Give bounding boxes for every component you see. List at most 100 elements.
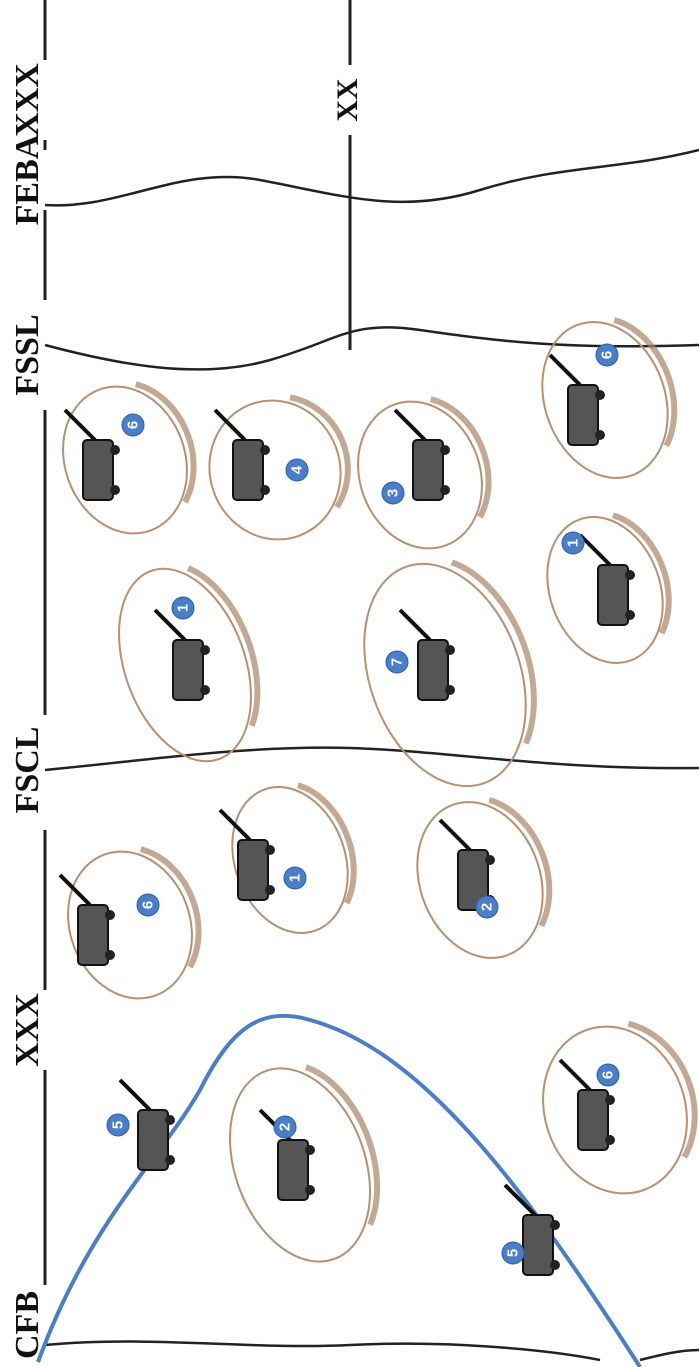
zone-shadow [297,782,357,905]
equipment-body [232,439,264,501]
equipment-body [172,639,204,701]
equipment-wheel [110,445,120,455]
equipment-body [577,1089,609,1151]
boundary-lines [43,0,352,1285]
badge-number: 6 [125,421,142,429]
engagement-zone [231,786,349,934]
zone-shadow [488,797,553,928]
equipment-barrel [63,408,97,442]
engagement-zone [62,385,188,535]
equipment-body [277,1139,309,1201]
number-badge [561,531,585,555]
equipment-barrel [548,353,582,387]
equipment-barrel [58,873,92,907]
equipment-barrel [218,808,252,842]
number-badge [381,481,405,505]
zone-shadow [134,381,197,504]
equipment-wheel [265,885,275,895]
equipment-wheel [200,645,210,655]
engagement-zone [118,567,252,763]
number-badge [285,458,309,482]
equipment-icon [503,1183,560,1276]
badge-number: 7 [389,658,406,666]
cfl-curve [36,1013,642,1367]
equipment-wheel [605,1095,615,1105]
number-badge [475,895,499,919]
equipment-wheel [110,485,120,495]
badge-number: 4 [289,465,306,474]
equipment-wheel [440,445,450,455]
zone-shadow [304,1064,381,1226]
equipment-body [237,839,269,901]
phase-label: FSCL [9,727,46,814]
equipment-icon [213,408,270,501]
badge-number: 3 [385,489,402,497]
equipment-icon [153,608,210,701]
equipment-wheel [105,950,115,960]
engagement-zone [541,321,669,479]
equipment-wheel [440,485,450,495]
zone-shadow [450,559,537,745]
equipment-wheel [550,1220,560,1230]
phase-label: XXX [9,993,46,1067]
equipment-barrel [438,818,472,852]
badge-number: 1 [287,874,304,882]
badge-number: 6 [600,1071,617,1079]
equipment-icon [548,353,605,446]
engagement-zone [546,516,664,664]
equipment-wheel [595,390,605,400]
phase-label: FSSL [9,314,46,395]
number-badge [171,596,195,620]
division-label: XX [331,78,364,122]
equipment-body [412,439,444,501]
zone-shadow [139,846,202,969]
equipment-wheel [625,610,635,620]
engagement-zone [542,1025,688,1195]
equipment-wheel [445,645,455,655]
equipment-wheel [260,445,270,455]
number-badge [106,1113,130,1137]
equipment-barrel [118,1078,152,1112]
equipment-wheel [305,1145,315,1155]
equipment-wheel [595,430,605,440]
equipment-wheel [260,485,270,495]
number-badge [596,1063,620,1087]
equipment-icon [58,873,115,966]
badge-number: 1 [175,604,192,612]
badge-number: 5 [110,1121,127,1129]
engagement-zone [416,801,544,959]
equipment-wheel [445,685,455,695]
badge-number: 2 [277,1123,294,1131]
equipment-body [77,904,109,966]
zone-shadow [289,394,351,509]
badge-number: 1 [565,539,582,547]
phase-label: CFB [9,1291,46,1359]
equipment-barrel [213,408,247,442]
equipment-wheel [165,1115,175,1125]
zone-shadow [612,512,672,635]
zone-shadow [429,396,492,519]
equipment-body [417,639,449,701]
number-badge [136,893,160,917]
number-badge [595,343,619,367]
equipment-wheel [265,845,275,855]
engagement-zone [363,562,527,788]
equipment-barrel [153,608,187,642]
engagement-zone [228,1067,372,1263]
zone-shadow [627,1020,698,1159]
equipment-icon [118,1078,175,1171]
badge-number: 2 [479,903,496,911]
equipment-body [567,384,599,446]
equipment-wheel [605,1135,615,1145]
badge-number: 6 [599,351,616,359]
number-badge [273,1115,297,1139]
phase-lines [44,148,699,1362]
number-badge [501,1241,525,1265]
equipment-icon [218,808,275,901]
equipment-wheel [200,685,210,695]
zone-shadow [613,317,678,448]
equipment-barrel [398,608,432,642]
equipment-wheel [105,910,115,920]
